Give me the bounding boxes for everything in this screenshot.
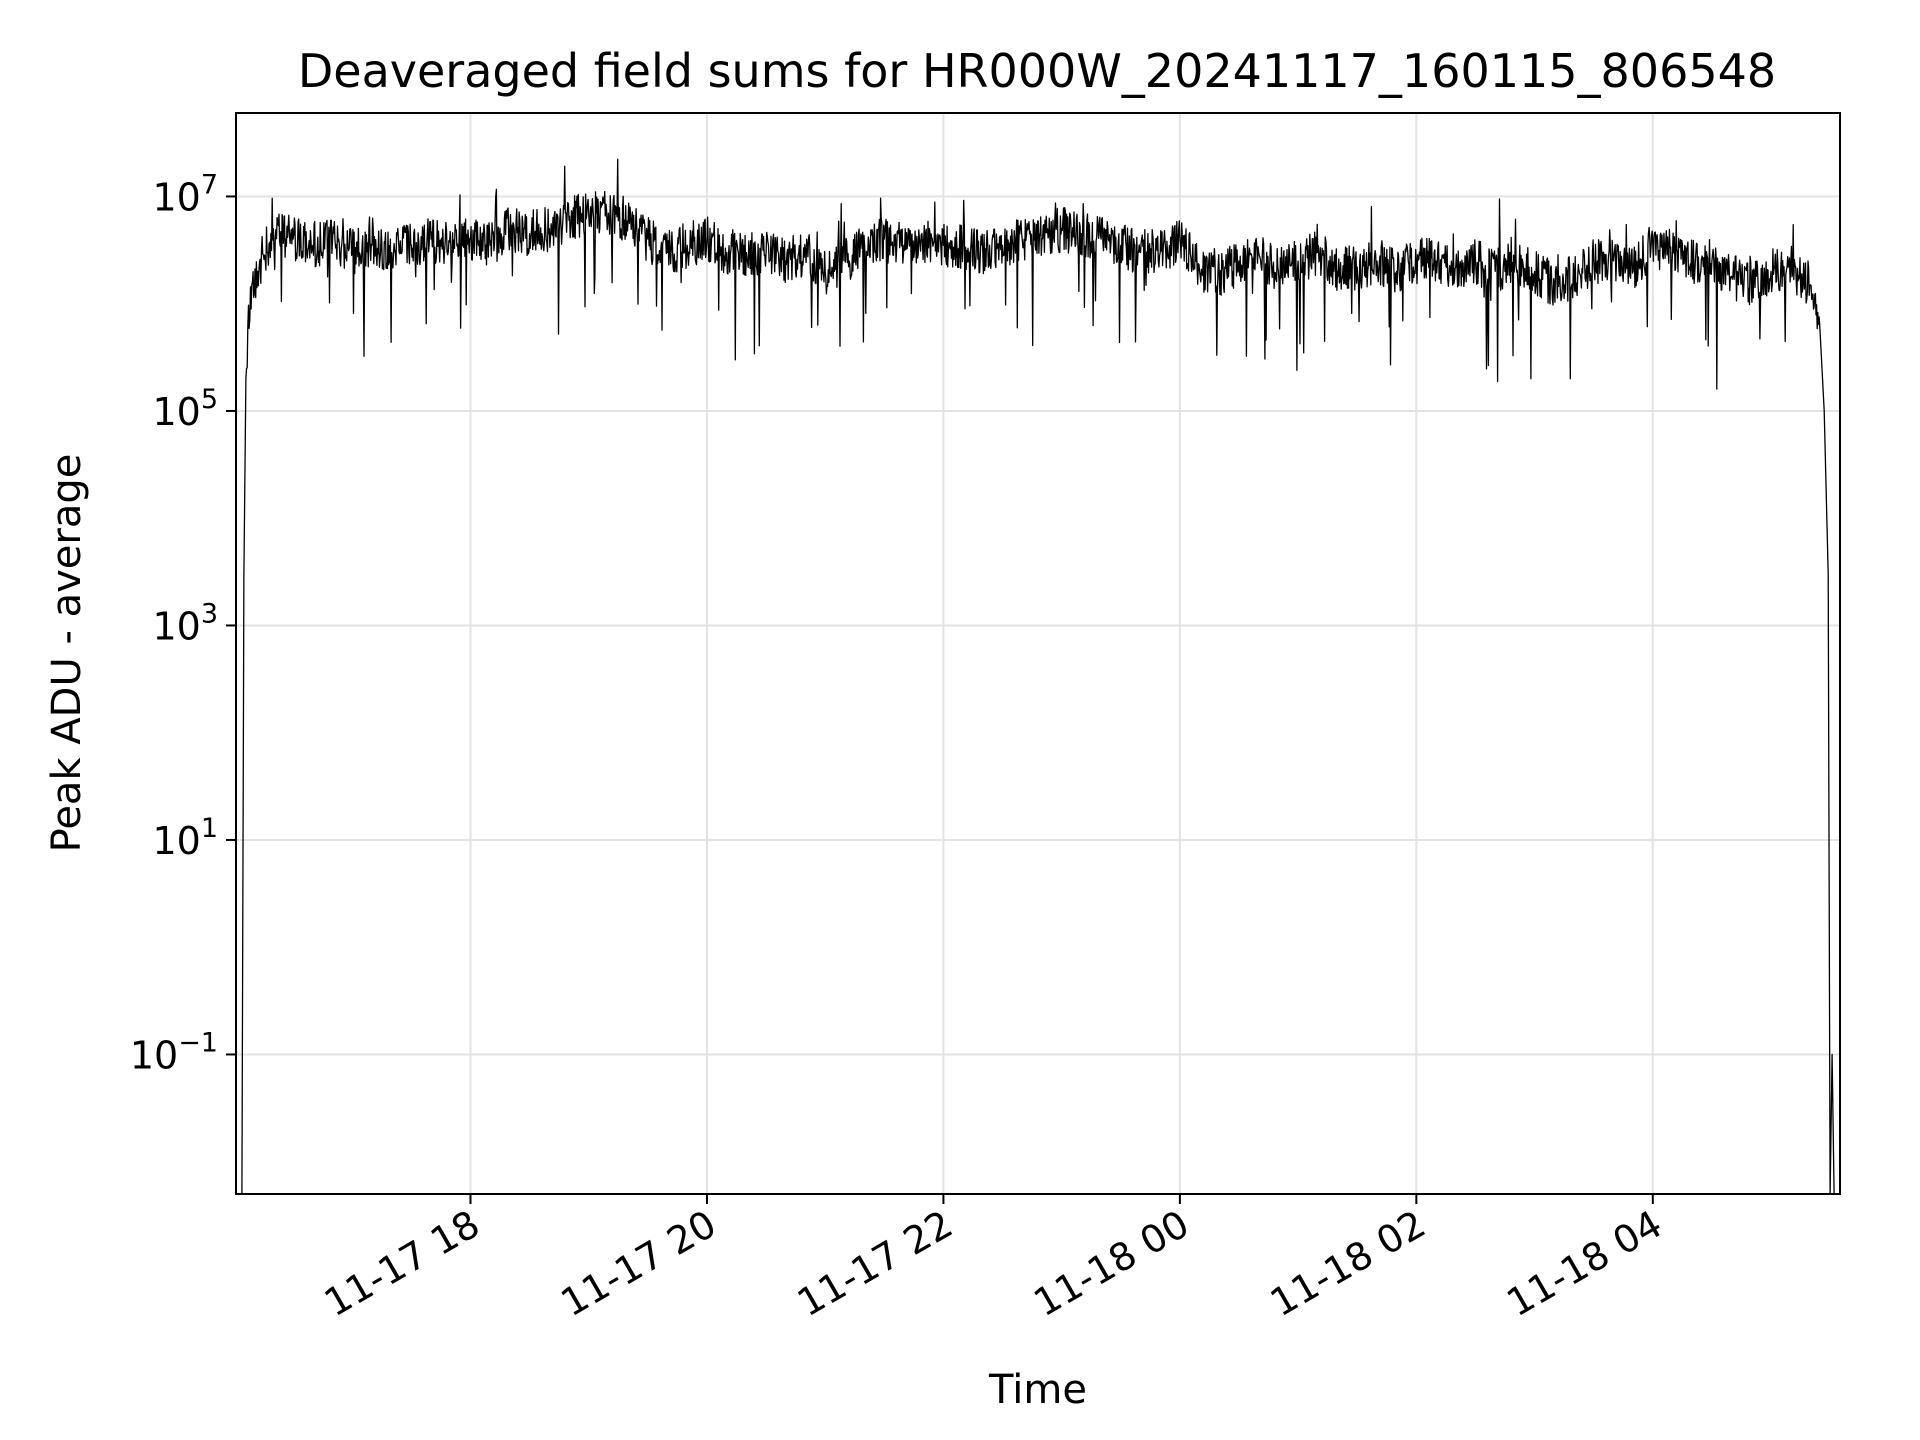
y-axis-label: Peak ADU - average (44, 454, 90, 853)
y-tick-label: 10−1 (130, 1027, 218, 1077)
series-line (241, 158, 1835, 1195)
grid-lines (236, 113, 1840, 1194)
y-tick-label: 103 (152, 598, 218, 648)
y-tick-label: 105 (152, 384, 218, 434)
chart-title: Deaveraged field sums for HR000W_2024111… (298, 44, 1776, 98)
y-axis: 107 105 103 101 10−1 (130, 169, 236, 1077)
plot-frame (235, 112, 1841, 1195)
y-tick-label: 107 (152, 169, 218, 219)
x-axis-label: Time (988, 1367, 1087, 1413)
y-tick-label: 101 (152, 813, 218, 863)
